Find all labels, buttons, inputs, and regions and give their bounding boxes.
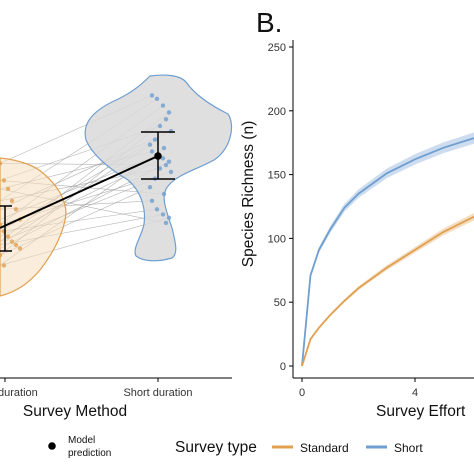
y-ticks: 0 50 100 150 200 250 <box>268 42 293 373</box>
point-short <box>161 145 167 151</box>
richness-curves <box>301 132 474 367</box>
legend-model-label-1: Model <box>68 435 95 446</box>
point-standard <box>13 242 19 248</box>
x-ticks: 0481 <box>299 378 418 399</box>
point-short <box>168 169 174 175</box>
x-tick-label: 4 <box>412 387 418 399</box>
point-standard <box>1 263 7 268</box>
y-tick-label: 0 <box>280 361 286 373</box>
point-short <box>149 149 155 154</box>
x-tick-label-short: Short duration <box>123 387 192 399</box>
y-tick-label: 150 <box>268 170 286 182</box>
y-tick-label: 200 <box>268 106 286 118</box>
point-short <box>160 156 166 161</box>
point-short <box>160 103 166 108</box>
x-tick-label-standard: duration <box>0 387 38 399</box>
model-prediction-point-short <box>154 152 162 160</box>
legend-model-label-2: prediction <box>68 448 111 459</box>
series-line-standard <box>301 215 474 367</box>
point-short <box>154 207 160 212</box>
x-axis-title-b: Survey Effort <box>376 403 466 420</box>
legend-title: Survey type <box>175 439 257 456</box>
point-standard <box>5 186 11 192</box>
panel-a: duration Short duration Survey Method <box>0 74 233 420</box>
series-line-short <box>301 137 474 367</box>
point-short <box>157 166 163 171</box>
x-axis-title-a: Survey Method <box>23 403 127 420</box>
panel-label-b: B. <box>256 7 282 38</box>
point-standard <box>17 246 23 251</box>
y-tick-label: 50 <box>274 297 286 309</box>
point-standard <box>9 239 15 244</box>
point-standard <box>9 198 15 203</box>
point-short <box>163 117 169 122</box>
y-axis-title-b: Species Richness (n) <box>240 121 257 267</box>
point-standard <box>5 234 11 239</box>
y-tick-label: 250 <box>268 42 286 54</box>
point-standard <box>0 161 3 166</box>
legend-model-dot <box>48 442 56 450</box>
point-short <box>157 123 163 129</box>
ci-band-standard <box>302 213 474 366</box>
point-short <box>149 93 155 98</box>
point-short <box>149 198 155 203</box>
point-short <box>166 110 172 115</box>
legend-label-short: Short <box>394 441 423 455</box>
point-short <box>163 220 169 226</box>
point-short <box>163 162 169 168</box>
point-short <box>152 137 158 142</box>
point-standard <box>0 222 3 227</box>
violin-standard <box>0 157 67 297</box>
point-short <box>166 159 172 164</box>
point-short <box>160 212 166 217</box>
point-standard <box>1 178 7 183</box>
point-short <box>154 96 160 102</box>
point-short <box>166 215 172 220</box>
point-short <box>147 185 153 190</box>
point-short <box>147 142 153 147</box>
y-tick-label: 100 <box>268 233 286 245</box>
point-short <box>161 191 167 197</box>
model-prediction-line <box>0 155 159 229</box>
x-tick-label: 0 <box>299 387 305 399</box>
legend: Model prediction Survey type Standard Sh… <box>48 435 423 459</box>
point-standard <box>13 207 19 212</box>
point-standard <box>0 253 3 258</box>
legend-label-standard: Standard <box>300 441 349 455</box>
errorbar-standard <box>0 205 12 252</box>
